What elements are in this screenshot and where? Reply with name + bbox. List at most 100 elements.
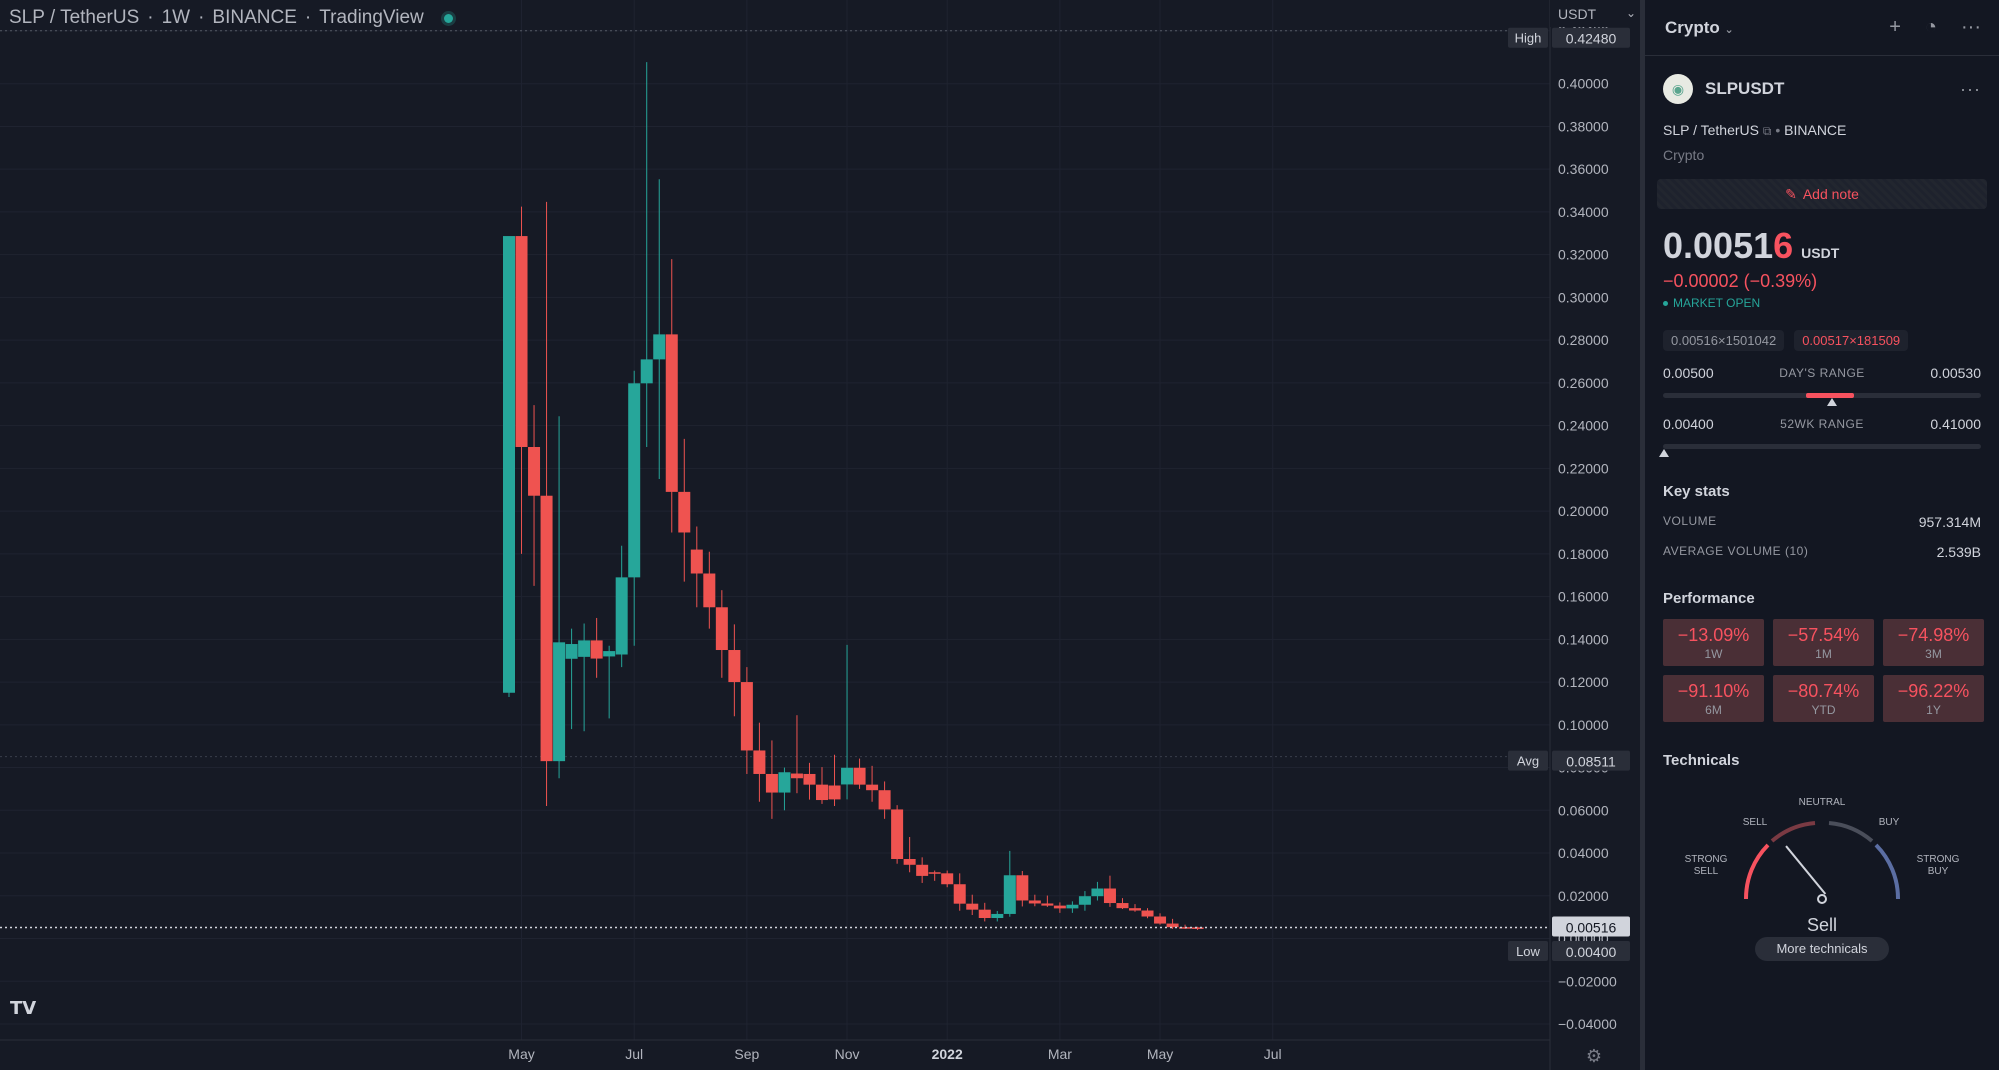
candle-body-down[interactable] [790,773,803,779]
candle-body-up[interactable] [841,767,854,785]
symbol-more-icon[interactable]: ··· [1960,78,1981,99]
gauge-sell-arc [1770,821,1816,843]
y-axis-tick-label: 0.14000 [1558,631,1609,647]
perf-value: −91.10% [1677,680,1750,701]
candle-body-down[interactable] [853,767,866,785]
candle-body-down[interactable] [703,573,716,608]
candle-body-up[interactable] [1091,888,1104,897]
legend-source: TradingView [319,7,424,28]
advanced-view-icon[interactable]: ◔ [1924,16,1938,38]
candle-body-down[interactable] [590,640,603,659]
candle-body-down[interactable] [1166,923,1179,928]
currency-button-bg[interactable] [1550,0,1640,27]
candle-body-down[interactable] [1129,908,1141,911]
candle-body-down[interactable] [878,790,891,810]
external-link-icon[interactable]: ⧉ [1762,124,1772,138]
chevron-down-icon: ⌄ [1724,23,1734,36]
candle-body-down[interactable] [866,784,879,791]
candle-body-down[interactable] [678,491,691,533]
technicals-gauge[interactable]: NEUTRAL SELL BUY STRONG SELL STRONG BUY … [1672,775,1972,935]
candle-body-down[interactable] [1141,910,1154,917]
candle-body-up[interactable] [991,913,1004,919]
perf-cell[interactable]: −13.09% 1W [1663,619,1764,666]
candle-body-down[interactable] [828,785,841,800]
watchlist-header: Crypto ⌄ + ◔ ··· [1645,0,1999,56]
perf-cell[interactable]: −91.10% 6M [1663,675,1764,722]
candle-body-down[interactable] [816,784,828,801]
candle-body-down[interactable] [715,607,728,651]
panel-divider[interactable] [1640,0,1645,1070]
candle-body-up[interactable] [1003,875,1016,914]
candle-body-down[interactable] [1016,875,1029,901]
more-technicals-button[interactable]: More technicals [1755,937,1889,961]
candle-body-down[interactable] [1154,916,1167,924]
tradingview-logo-icon[interactable]: TV [10,998,37,1019]
y-axis-tick-label: 0.22000 [1558,460,1609,476]
plot-background[interactable] [0,0,1550,1040]
candle-body-up[interactable] [503,236,515,693]
candle-body-up[interactable] [578,640,591,657]
candle-body-down[interactable] [765,773,778,793]
candle-body-down[interactable] [1053,905,1066,909]
low-marker-label-box [1508,940,1548,961]
perf-period: YTD [1811,702,1836,717]
candle-body-down[interactable] [941,873,954,885]
perf-period: 3M [1925,646,1942,661]
gauge-strong-sell-label-1: STRONG [1685,854,1728,865]
candle-body-up[interactable] [640,359,653,384]
x-axis-tick-label: May [1147,1046,1173,1062]
wk52-range: 0.00400 52WK RANGE 0.41000 [1658,416,1981,457]
candle-body-down[interactable] [1191,927,1204,929]
symbol-name[interactable]: SLPUSDT [1705,79,1785,98]
candle-body-down[interactable] [953,884,966,904]
perf-cell[interactable]: −57.54% 1M [1773,619,1874,666]
price-chart[interactable]: 0.42480 0.40000 0.38000 0.36000 0.34000 0.320… [0,0,1640,1070]
candle-body-up[interactable] [615,577,628,655]
legend-symbol[interactable]: SLP / TetherUS [9,7,140,28]
legend-interval[interactable]: 1W [161,7,191,28]
perf-cell[interactable]: −74.98% 3M [1883,619,1984,666]
candle-body-down[interactable] [1041,903,1054,906]
candle-body-up[interactable] [628,383,641,578]
candle-body-up[interactable] [565,644,578,659]
candle-body-down[interactable] [891,809,904,860]
candle-body-up[interactable] [1078,896,1091,905]
add-symbol-icon[interactable]: + [1889,16,1901,38]
gauge-needle-icon [1785,845,1827,895]
candle-body-down[interactable] [966,903,979,910]
candle-body-up[interactable] [778,772,791,793]
candle-body-down[interactable] [528,446,541,496]
candle-body-up[interactable] [1066,904,1079,909]
watchlist-title[interactable]: Crypto ⌄ [1665,17,1734,37]
chart-legend: SLP / TetherUS · 1W · BINANCE · TradingV… [9,7,453,29]
market-status-dot [443,13,453,23]
candle-body-down[interactable] [903,859,916,865]
perf-cell[interactable]: −80.74% YTD [1773,675,1874,722]
candle-body-down[interactable] [515,236,528,447]
candle-body-down[interactable] [978,909,991,919]
candle-body-down[interactable] [928,872,941,874]
chart-area[interactable]: 0.42480 0.40000 0.38000 0.36000 0.34000 0.320… [0,0,1640,1070]
candle-body-down[interactable] [1116,903,1129,909]
more-options-icon[interactable]: ··· [1961,16,1981,38]
candle-body-down[interactable] [665,334,678,492]
candle-body-down[interactable] [728,650,741,683]
candle-body-up[interactable] [553,642,566,762]
candle-body-up[interactable] [603,651,616,657]
currency-button: USDT [1558,6,1597,22]
candle-body-down[interactable] [803,773,816,785]
candle-body-down[interactable] [916,864,929,876]
candle-body-down[interactable] [1028,900,1041,904]
candle-body-down[interactable] [540,495,553,762]
candle-body-down[interactable] [1103,888,1116,904]
y-axis-tick-label: 0.38000 [1558,118,1609,134]
perf-cell[interactable]: −96.22% 1Y [1883,675,1984,722]
candle-body-down[interactable] [740,682,753,751]
description-text[interactable]: SLP / TetherUS [1663,122,1759,138]
avg-volume-value: 2.539B [1936,544,1981,560]
add-note-button[interactable]: ✎ Add note [1657,179,1987,209]
candle-body-down[interactable] [690,549,703,574]
candle-body-down[interactable] [753,750,766,774]
candle-body-up[interactable] [653,334,666,360]
high-marker-label: High [1515,31,1542,46]
